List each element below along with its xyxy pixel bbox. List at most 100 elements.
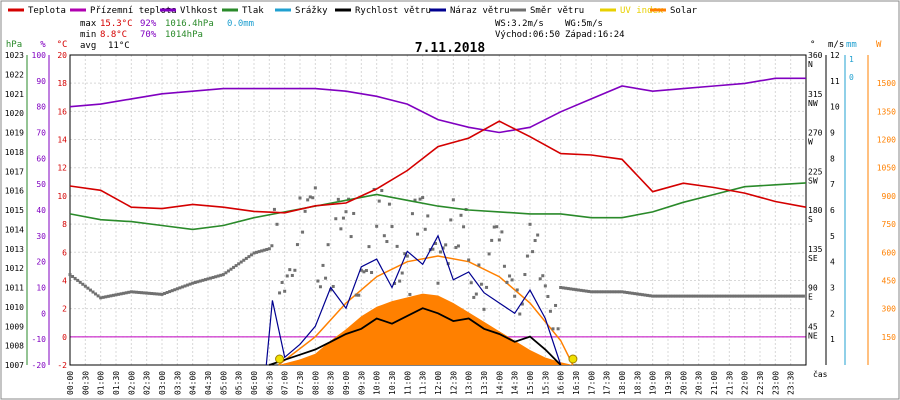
- axis-ms-tick: 2: [830, 309, 835, 318]
- x-tick-label: 23:30: [787, 371, 796, 395]
- series-wind-dir-point: [776, 294, 780, 298]
- series-wind-dir-point: [321, 263, 325, 267]
- series-wind-dir-point: [68, 273, 72, 277]
- series-wind-dir-point: [124, 291, 128, 295]
- axis-w-tick: 900: [882, 192, 897, 201]
- series-wind-dir-point: [201, 278, 205, 282]
- series-wind-dir-point: [278, 291, 282, 295]
- series-wind-dir-point: [122, 291, 126, 295]
- axis-pct-tick: 80: [36, 103, 46, 112]
- series-wind-dir-point: [362, 270, 366, 274]
- series-wind-dir-point: [88, 288, 92, 292]
- series-wind-dir-point: [449, 218, 453, 222]
- series-wind-dir-point: [247, 255, 251, 259]
- series-wind-dir-point: [702, 294, 706, 298]
- series-wind-dir-point: [533, 239, 537, 243]
- chart-title: 7.11.2018: [415, 41, 486, 56]
- series-wind-dir-point: [344, 210, 348, 214]
- axis-w-tick: 750: [882, 220, 897, 229]
- stats-max-hum: 92%: [140, 19, 157, 29]
- stats-min-temp: 8.8°C: [100, 30, 127, 40]
- series-wind-dir-point: [564, 286, 568, 290]
- stats-max-rain: 0.0mm: [227, 19, 254, 29]
- axis-hpa-tick: 1014: [5, 225, 24, 234]
- series-wind-dir-point: [421, 196, 425, 200]
- series-wind-dir-point: [318, 285, 322, 289]
- series-wind-dir-point: [541, 274, 545, 278]
- series-wind-dir-point: [735, 294, 739, 298]
- series-wind-dir-point: [357, 293, 361, 297]
- series-wind-dir-point: [515, 288, 519, 292]
- series-wind-dir-point: [229, 267, 233, 271]
- axis-hpa-tick: 1017: [5, 167, 24, 176]
- x-tick-label: 06:30: [265, 371, 274, 395]
- x-tick-label: 23:00: [771, 371, 780, 395]
- stats-max-press: 1016.4hPa: [165, 19, 214, 29]
- series-wind-dir-point: [410, 212, 414, 216]
- axis-ms-tick: 10: [830, 103, 840, 112]
- series-wind-dir-point: [597, 290, 601, 294]
- series-wind-dir-point: [796, 294, 800, 298]
- series-wind-dir-point: [436, 281, 440, 285]
- series-wind-dir-point: [510, 278, 514, 282]
- series-wind-dir-point: [173, 288, 177, 292]
- series-wind-dir-point: [789, 294, 793, 298]
- series-wind-dir-point: [303, 209, 307, 213]
- x-tick-label: 11:00: [403, 371, 412, 395]
- series-wind-dir-point: [382, 234, 386, 238]
- series-wind-dir-point: [651, 294, 655, 298]
- series-wind-dir-point: [559, 286, 563, 289]
- series-wind-dir-point: [214, 275, 218, 279]
- series-wind-dir-point: [326, 243, 330, 247]
- axis-w-tick: 450: [882, 276, 897, 285]
- x-tick-label: 15:00: [526, 371, 535, 395]
- x-tick-label: 00:30: [81, 371, 90, 395]
- x-tick-label: 14:00: [495, 371, 504, 395]
- stats-min-press: 1014hPa: [165, 30, 203, 40]
- axis-degc-tick: 20: [57, 51, 67, 60]
- series-wind-dir-point: [771, 294, 775, 298]
- axis-deg-dir: SE: [808, 254, 818, 263]
- series-wind-dir-point: [666, 294, 670, 298]
- series-wind-dir-point: [265, 247, 269, 251]
- series-wind-dir-point: [589, 290, 593, 294]
- series-wind-dir-point: [523, 273, 527, 277]
- series-wind-dir-point: [740, 294, 744, 298]
- legend-label: Přízemní teplota: [90, 6, 177, 16]
- series-wind-dir-point: [280, 280, 284, 284]
- series-wind-dir-point: [592, 290, 596, 294]
- series-wind-dir-point: [117, 292, 121, 296]
- series-wind-dir-point: [155, 292, 159, 296]
- x-tick-label: 22:00: [741, 371, 750, 395]
- x-tick-label: 12:30: [449, 371, 458, 395]
- axis-hpa-tick: 1020: [5, 109, 24, 118]
- axis-deg-tick: 45: [808, 322, 818, 331]
- axis-pct-tick: 100: [32, 51, 47, 60]
- x-tick-label: 08:00: [311, 371, 320, 395]
- series-wind-dir-point: [252, 251, 256, 255]
- series-wind-dir-point: [628, 291, 632, 295]
- series-wind-dir-point: [653, 294, 657, 298]
- stats-sunrise: Východ:06:50: [495, 30, 560, 40]
- series-wind-dir-point: [145, 291, 149, 295]
- series-wind-dir-point: [715, 294, 719, 298]
- series-wind-dir-point: [487, 252, 491, 256]
- series-wind-dir-point: [78, 280, 82, 284]
- axis-deg-dir: NE: [808, 331, 818, 340]
- series-wind-dir-point: [615, 290, 619, 294]
- x-tick-label: 15:30: [541, 371, 550, 395]
- axis-hpa-tick: 1011: [5, 284, 24, 293]
- series-wind-dir-point: [485, 285, 489, 289]
- series-wind-dir-point: [801, 294, 805, 298]
- axis-degc-tick: 18: [57, 79, 67, 88]
- axis-hpa-tick: 1007: [5, 361, 24, 370]
- series-wind-dir-point: [520, 302, 524, 306]
- axis-hpa-tick: 1013: [5, 245, 24, 254]
- series-wind-dir-point: [794, 294, 798, 298]
- series-wind-dir-point: [137, 290, 141, 294]
- series-wind-dir-point: [290, 273, 294, 277]
- series-wind-dir-point: [643, 293, 647, 297]
- series-wind-dir-point: [543, 284, 547, 288]
- series-wind-dir-point: [81, 282, 85, 286]
- axis-deg-tick: 315: [808, 90, 823, 99]
